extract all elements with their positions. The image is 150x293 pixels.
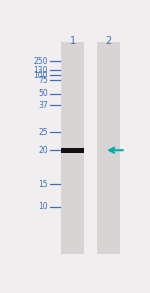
Text: 130: 130	[33, 66, 48, 75]
Text: 1: 1	[70, 36, 76, 46]
Text: 37: 37	[38, 100, 48, 110]
Text: 20: 20	[38, 146, 48, 155]
Bar	[61, 148, 84, 153]
Text: 25: 25	[38, 128, 48, 137]
Text: 250: 250	[33, 57, 48, 66]
Text: 100: 100	[33, 71, 48, 80]
Text: 75: 75	[38, 76, 48, 85]
Bar	[97, 42, 120, 254]
Text: 10: 10	[38, 202, 48, 211]
Text: 2: 2	[105, 36, 111, 46]
Bar	[61, 42, 84, 254]
Text: 50: 50	[38, 89, 48, 98]
Text: 15: 15	[38, 180, 48, 189]
